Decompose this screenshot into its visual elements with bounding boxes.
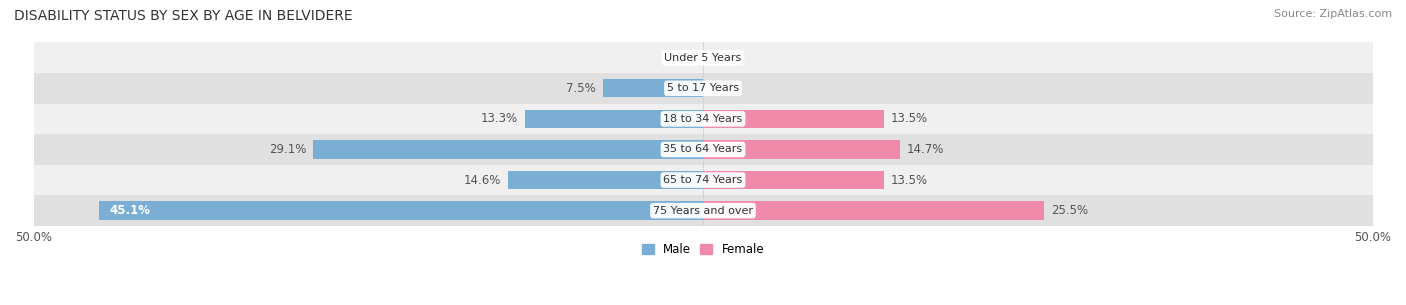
Bar	[703, 110, 884, 128]
Bar	[603, 79, 703, 98]
Text: 25.5%: 25.5%	[1052, 204, 1088, 217]
Text: 65 to 74 Years: 65 to 74 Years	[664, 175, 742, 185]
Text: 75 Years and over: 75 Years and over	[652, 206, 754, 216]
Bar	[314, 140, 703, 159]
Text: Source: ZipAtlas.com: Source: ZipAtlas.com	[1274, 9, 1392, 19]
Bar	[524, 110, 703, 128]
Text: DISABILITY STATUS BY SEX BY AGE IN BELVIDERE: DISABILITY STATUS BY SEX BY AGE IN BELVI…	[14, 9, 353, 23]
Text: 0.0%: 0.0%	[710, 82, 740, 95]
Text: 13.3%: 13.3%	[481, 113, 519, 125]
Bar	[34, 134, 1372, 165]
Text: 13.5%: 13.5%	[890, 113, 928, 125]
Text: 45.1%: 45.1%	[110, 204, 150, 217]
Text: 5 to 17 Years: 5 to 17 Years	[666, 83, 740, 93]
Text: 14.6%: 14.6%	[464, 174, 501, 187]
Bar	[508, 171, 703, 189]
Text: Under 5 Years: Under 5 Years	[665, 53, 741, 63]
Text: 29.1%: 29.1%	[270, 143, 307, 156]
Bar	[703, 171, 884, 189]
Bar	[34, 104, 1372, 134]
Text: 14.7%: 14.7%	[907, 143, 943, 156]
Text: 18 to 34 Years: 18 to 34 Years	[664, 114, 742, 124]
Bar	[34, 73, 1372, 104]
Text: 7.5%: 7.5%	[567, 82, 596, 95]
Bar	[703, 140, 900, 159]
Bar	[34, 42, 1372, 73]
Bar	[703, 202, 1045, 220]
Text: 13.5%: 13.5%	[890, 174, 928, 187]
Text: 0.0%: 0.0%	[666, 51, 696, 64]
Legend: Male, Female: Male, Female	[637, 238, 769, 260]
Bar	[34, 196, 1372, 226]
Bar	[98, 202, 703, 220]
Text: 0.0%: 0.0%	[710, 51, 740, 64]
Text: 35 to 64 Years: 35 to 64 Years	[664, 145, 742, 155]
Bar	[34, 165, 1372, 196]
